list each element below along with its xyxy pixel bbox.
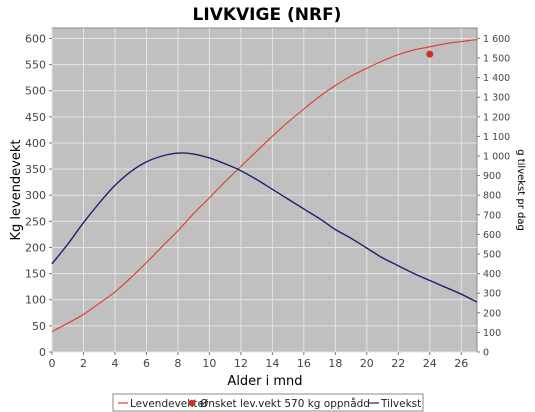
x-tick-label: 20 xyxy=(360,357,374,370)
legend-label: Ønsket lev.vekt 570 kg oppnådd xyxy=(200,397,370,410)
y2-tick-label: 1 300 xyxy=(483,93,510,104)
x-tick-label: 0 xyxy=(49,357,56,370)
y2-tick-label: 1 600 xyxy=(483,34,510,45)
x-tick-label: 24 xyxy=(423,357,437,370)
x-axis-label: Alder i mnd xyxy=(227,374,302,389)
y2-tick-label: 700 xyxy=(483,210,501,221)
y2-axis-label: g tilvekst pr dag xyxy=(515,149,526,231)
y2-tick-label: 500 xyxy=(483,249,501,260)
y-tick-label: 350 xyxy=(25,163,46,176)
x-tick-label: 14 xyxy=(265,357,279,370)
legend-box xyxy=(112,393,424,412)
x-tick-label: 16 xyxy=(297,357,311,370)
y2-tick-label: 1 200 xyxy=(483,112,510,123)
y-tick-label: 150 xyxy=(25,268,46,281)
x-tick-label: 4 xyxy=(111,357,118,370)
x-tick-label: 2 xyxy=(80,357,87,370)
y2-tick-label: 1 500 xyxy=(483,53,510,64)
y2-tick-label: 1 400 xyxy=(483,73,510,84)
y-tick-label: 250 xyxy=(25,215,46,228)
chart-title: LIVKVIGE (NRF) xyxy=(193,5,342,25)
y-tick-label: 200 xyxy=(25,241,46,254)
y-tick-label: 50 xyxy=(32,320,46,333)
series-lines xyxy=(51,38,478,333)
x-tick-label: 18 xyxy=(328,357,342,370)
y2-tick-label: 300 xyxy=(483,289,501,300)
y2-tick-label: 100 xyxy=(483,328,501,339)
y2-tick-label: 1 000 xyxy=(483,151,510,162)
x-tick-label: 6 xyxy=(143,357,150,370)
y-tick-label: 400 xyxy=(25,137,46,150)
x-tick-label: 8 xyxy=(174,357,181,370)
y2-tick-label: 0 xyxy=(483,348,489,359)
y-tick-label: 550 xyxy=(25,59,46,72)
x-tick-label: 22 xyxy=(391,357,405,370)
legend-label: Tilvekst xyxy=(380,398,421,410)
x-tick-label: 26 xyxy=(454,357,468,370)
legend-swatch-point xyxy=(188,399,196,407)
series-line-tilvekst xyxy=(51,152,478,303)
y2-tick-label: 900 xyxy=(483,171,501,182)
y2-tick-label: 400 xyxy=(483,269,501,280)
y2-tick-label: 800 xyxy=(483,191,501,202)
y2-tick-label: 600 xyxy=(483,230,501,241)
y-axis-label: Kg levendevekt xyxy=(9,139,24,240)
x-tick-label: 12 xyxy=(234,357,248,370)
target-point xyxy=(426,50,434,58)
series-line-levendevekter xyxy=(51,38,478,333)
y-tick-label: 450 xyxy=(25,111,46,124)
legend-label: Levendevekter xyxy=(130,398,209,410)
y2-tick-label: 1 100 xyxy=(483,132,510,143)
x-tick-label: 10 xyxy=(202,357,216,370)
x-axis-ticks: 0 2 4 6 8 10 12 14 16 18 20 22 24 26 xyxy=(49,352,468,370)
y-tick-label: 100 xyxy=(25,294,46,307)
y-tick-label: 600 xyxy=(25,32,46,45)
grid-lines xyxy=(51,28,477,353)
y-axis-ticks: 0 50 100 150 200 250 300 350 400 450 500 550 600 xyxy=(25,32,52,359)
target-points xyxy=(426,50,434,58)
plot-area xyxy=(51,27,478,353)
y-tick-label: 500 xyxy=(25,85,46,98)
y2-axis-ticks: 0 100 200 300 400 500 600 700 800 900 1 000 1 100 1 … xyxy=(477,34,510,359)
y2-tick-label: 200 xyxy=(483,308,501,319)
y-tick-label: 300 xyxy=(25,189,46,202)
y-tick-label: 0 xyxy=(39,346,46,359)
